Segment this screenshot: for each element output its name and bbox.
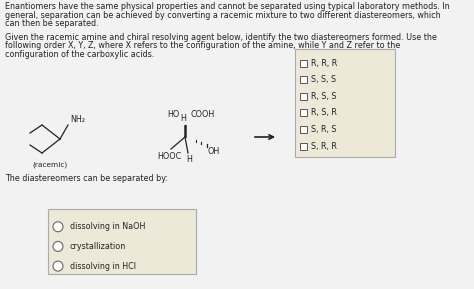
- Text: HO: HO: [167, 110, 179, 119]
- Bar: [48, 209, 196, 274]
- Text: (racemic): (racemic): [32, 161, 67, 168]
- Bar: [300, 76, 307, 83]
- Text: R, R, R: R, R, R: [311, 59, 337, 68]
- Text: H: H: [186, 155, 192, 164]
- Bar: [300, 143, 307, 150]
- Circle shape: [53, 261, 63, 271]
- Circle shape: [53, 222, 63, 232]
- Text: OH: OH: [208, 147, 220, 156]
- Bar: [300, 60, 307, 67]
- Text: can then be separated.: can then be separated.: [5, 19, 99, 28]
- Bar: [295, 49, 395, 157]
- Text: HOOC: HOOC: [157, 152, 181, 161]
- Text: general, separation can be achieved by converting a racemic mixture to two diffe: general, separation can be achieved by c…: [5, 10, 441, 19]
- Text: dissolving in HCl: dissolving in HCl: [70, 262, 136, 271]
- Text: COOH: COOH: [191, 110, 215, 119]
- Text: dissolving in NaOH: dissolving in NaOH: [70, 222, 146, 231]
- Text: The diastereomers can be separated by:: The diastereomers can be separated by:: [5, 174, 168, 183]
- Text: configuration of the carboxylic acids.: configuration of the carboxylic acids.: [5, 50, 154, 59]
- Text: S, S, S: S, S, S: [311, 75, 336, 84]
- Text: S, R, R: S, R, R: [311, 142, 337, 151]
- Text: S, R, S: S, R, S: [311, 125, 337, 134]
- Text: following order X, Y, Z, where X refers to the configuration of the amine, while: following order X, Y, Z, where X refers …: [5, 42, 400, 51]
- Circle shape: [53, 241, 63, 251]
- Text: R, S, S: R, S, S: [311, 92, 337, 101]
- Bar: [300, 110, 307, 116]
- Text: crystallization: crystallization: [70, 242, 126, 251]
- Text: R, S, R: R, S, R: [311, 108, 337, 117]
- Text: Enantiomers have the same physical properties and cannot be separated using typi: Enantiomers have the same physical prope…: [5, 2, 450, 11]
- Bar: [300, 126, 307, 133]
- Text: NH₂: NH₂: [70, 115, 85, 124]
- Bar: [300, 93, 307, 100]
- Text: H: H: [180, 114, 186, 123]
- Text: Given the racemic amine and chiral resolving agent below, identify the two diast: Given the racemic amine and chiral resol…: [5, 33, 437, 42]
